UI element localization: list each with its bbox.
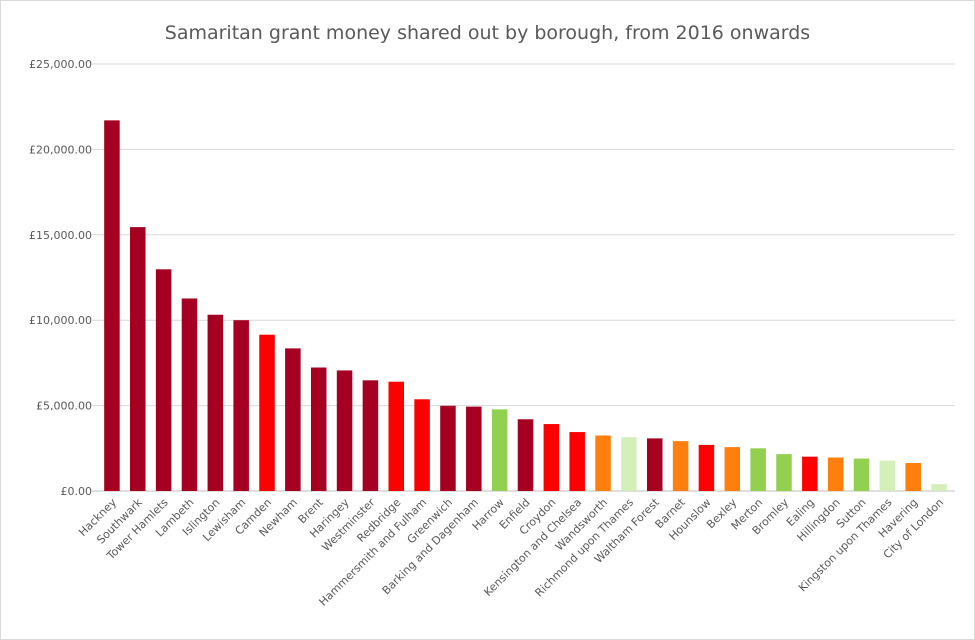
y-tick-label: £20,000.00 <box>29 143 92 156</box>
bar <box>853 458 870 491</box>
bar <box>207 314 224 491</box>
bar <box>621 437 637 491</box>
bar <box>827 457 844 491</box>
bar <box>104 120 120 491</box>
bars <box>104 120 947 491</box>
bar <box>879 460 896 491</box>
bar <box>724 447 741 491</box>
bar <box>155 269 172 491</box>
bar <box>698 444 715 491</box>
bar <box>130 227 146 491</box>
bar <box>362 380 379 491</box>
bar <box>310 367 327 491</box>
bar <box>646 438 663 491</box>
y-tick-label: £25,000.00 <box>29 58 92 71</box>
bar <box>750 448 766 491</box>
bar <box>259 334 275 491</box>
bar <box>931 484 947 491</box>
bar <box>517 419 534 491</box>
y-tick-label: £15,000.00 <box>29 229 92 242</box>
bar <box>414 399 430 491</box>
bar <box>569 432 585 491</box>
bar <box>336 370 353 491</box>
bar <box>181 298 198 491</box>
bar <box>491 409 508 491</box>
bar <box>388 381 405 491</box>
bar <box>776 454 792 491</box>
y-tick-label: £0.00 <box>61 485 93 498</box>
bar <box>285 348 301 491</box>
bar <box>466 406 482 491</box>
y-tick-label: £5,000.00 <box>36 400 92 413</box>
bar <box>543 424 560 491</box>
bar <box>802 456 818 491</box>
bar <box>905 462 921 491</box>
y-tick-label: £10,000.00 <box>29 314 92 327</box>
bar <box>233 320 249 491</box>
bar <box>440 405 456 491</box>
y-axis-ticks: £0.00 £5,000.00 £10,000.00 £15,000.00 £20,00… <box>29 58 92 498</box>
chart-title: Samaritan grant money shared out by boro… <box>164 22 811 44</box>
bar <box>595 435 611 491</box>
bar <box>672 441 689 491</box>
